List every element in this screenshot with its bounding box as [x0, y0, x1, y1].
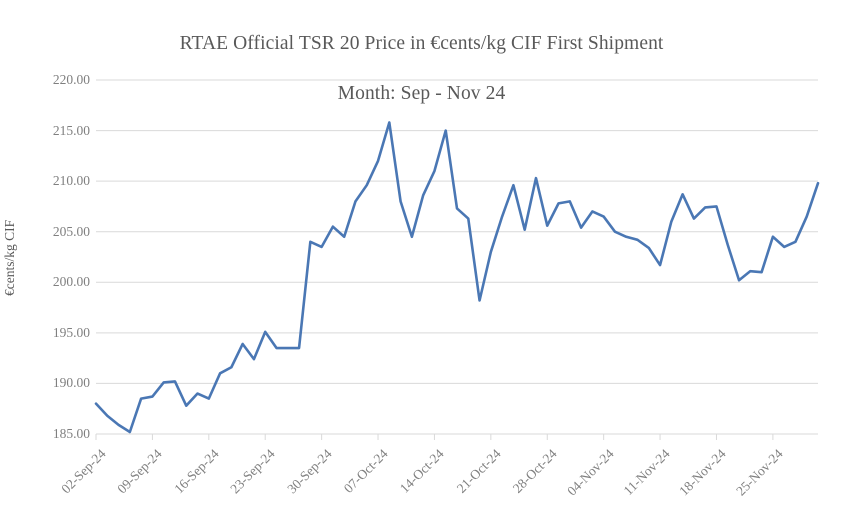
chart-title: RTAE Official TSR 20 Price in €cents/kg …: [0, 6, 843, 106]
y-axis-tick-label: 185.00: [52, 426, 90, 441]
data-line-series: [94, 121, 820, 434]
y-axis-tick-labels: 220.00 215.00 210.00 205.00 200.00 195.00 190.…: [18, 0, 90, 523]
gridlines: [96, 79, 818, 435]
y-axis-tick-label: 210.00: [52, 173, 90, 189]
chart-title-line-1: RTAE Official TSR 20 Price in €cents/kg …: [179, 33, 664, 54]
y-axis-tick-label: 215.00: [52, 122, 90, 138]
y-axis-tick-label: 190.00: [52, 375, 90, 391]
y-axis-tick-label: 195.00: [52, 324, 90, 340]
y-axis-tick-label: 205.00: [52, 223, 90, 239]
y-axis-tick-label: 200.00: [52, 274, 90, 290]
y-axis-tick-label: 220.00: [52, 72, 90, 87]
chart-title-line-2: Month: Sep - Nov 24: [337, 83, 506, 104]
x-axis-ticks: [95, 434, 774, 440]
